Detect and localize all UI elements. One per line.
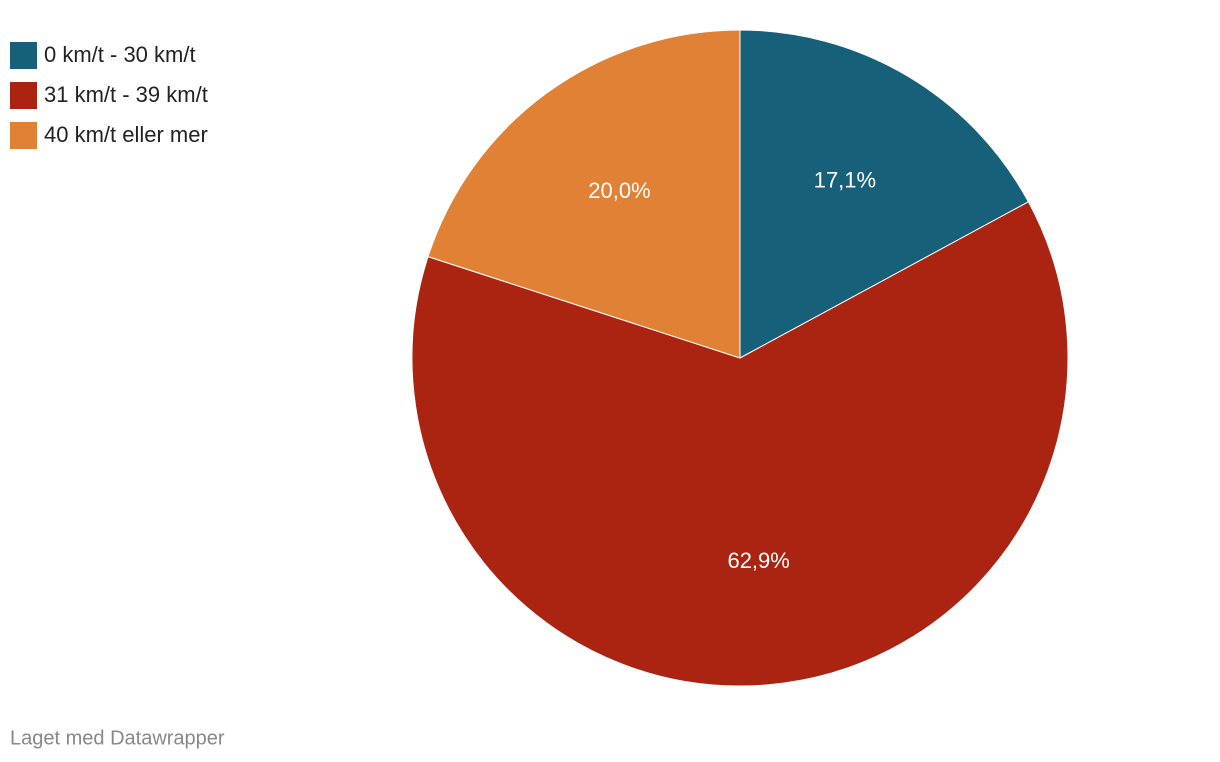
pie-slice (411, 201, 1069, 687)
legend-swatch (10, 42, 37, 69)
pie-slice (739, 29, 1030, 359)
legend-label: 40 km/t eller mer (44, 122, 208, 147)
legend-label: 0 km/t - 30 km/t (44, 42, 196, 67)
legend-swatch (10, 122, 37, 149)
legend-swatch (10, 82, 37, 109)
value-label: 17,1% (814, 168, 876, 193)
credit: Laget med Datawrapper (10, 727, 225, 749)
pie-slice (427, 29, 741, 359)
value-label: 62,9% (727, 548, 789, 573)
legend-label: 31 km/t - 39 km/t (44, 82, 208, 107)
value-label: 20,0% (588, 178, 650, 203)
